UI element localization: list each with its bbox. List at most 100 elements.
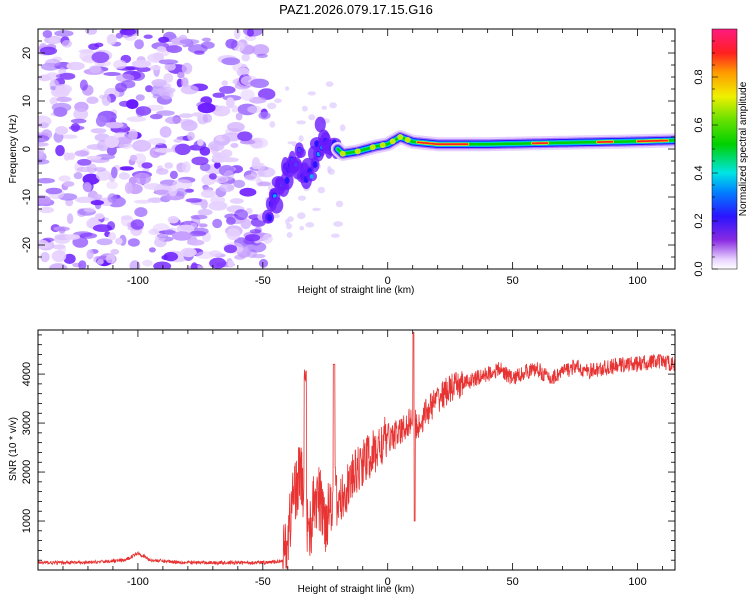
snr-x-label: Height of straight line (km): [298, 584, 415, 595]
noise-blob: [55, 73, 75, 79]
noise-blob: [298, 135, 304, 142]
noise-blob: [156, 233, 169, 239]
noise-blob: [234, 209, 249, 221]
noise-blob: [50, 86, 57, 91]
noise-blob: [325, 81, 334, 87]
noise-blob: [79, 79, 88, 91]
noise-blob: [135, 94, 145, 101]
noise-blob: [119, 100, 132, 107]
noise-blob: [86, 144, 105, 150]
snr-x-tick-label: -100: [127, 576, 149, 588]
noise-blob: [234, 254, 246, 260]
noise-blob: [38, 206, 55, 214]
snr-y-tick-label: 2000: [21, 460, 33, 484]
noise-blob: [73, 172, 83, 180]
noise-blob: [158, 59, 179, 65]
noise-blob: [190, 262, 198, 269]
noise-blob: [38, 142, 49, 147]
noise-blob: [115, 32, 123, 39]
noise-blob: [86, 249, 94, 260]
noise-blob: [285, 218, 290, 225]
spectrogram-y-tick-label: 0: [21, 146, 33, 152]
snr-x-tick-label: 0: [385, 576, 391, 588]
snr-x-tick-label: 100: [628, 576, 646, 588]
noise-blob: [55, 126, 69, 135]
colorbar-tick-label: 0.2: [693, 213, 705, 228]
noise-blob: [172, 179, 193, 190]
noise-blob: [208, 140, 225, 152]
noise-blob: [221, 57, 241, 66]
noise-blob: [154, 147, 174, 153]
colorbar-label: Normalized spectral amplitude: [738, 81, 749, 216]
snr-series-line: [38, 331, 675, 569]
noise-blob: [115, 237, 123, 245]
noise-blob: [49, 263, 68, 269]
noise-blob: [174, 143, 191, 155]
noise-blob: [244, 174, 261, 182]
colorbar-tick-label: 0.0: [693, 261, 705, 276]
noise-blob: [221, 132, 242, 142]
ridge-knot: [369, 144, 376, 151]
noise-blob: [53, 106, 68, 117]
noise-blob: [128, 128, 138, 141]
noise-blob: [56, 96, 72, 103]
noise-blob: [209, 257, 227, 269]
noise-blob: [103, 72, 121, 76]
noise-blob: [63, 181, 75, 187]
noise-blob: [331, 233, 340, 238]
noise-blob: [146, 104, 164, 111]
noise-blob: [244, 234, 261, 242]
snr-y-tick-label: 1000: [21, 509, 33, 533]
noise-blob: [302, 105, 308, 112]
noise-blob: [234, 29, 241, 40]
noise-blob: [241, 53, 250, 62]
spectrogram-noise-blobs: [38, 29, 346, 269]
noise-blob: [285, 86, 290, 91]
spectrogram-x-tick-label: 50: [507, 275, 519, 287]
noise-blob: [159, 126, 172, 138]
noise-blob: [45, 187, 63, 195]
noise-blob: [129, 154, 138, 162]
noise-blob: [257, 181, 272, 187]
noise-blob: [233, 179, 246, 188]
snr-y-tick-label: 3000: [21, 411, 33, 435]
noise-blob: [229, 198, 244, 204]
noise-blob: [76, 166, 94, 172]
spectrogram-x-ticks: -100 -50 0 50 100: [37, 29, 663, 287]
noise-blob: [179, 39, 200, 45]
noise-blob: [73, 108, 89, 120]
spectrogram-y-tick-label: 10: [21, 95, 33, 107]
snr-y-label: SNR (10 * v/v): [8, 417, 19, 481]
snr-y-tick-label: 4000: [21, 362, 33, 386]
snr-panel: -100 -50 0 50 100 1000 2000 3000 4000 Height of…: [8, 329, 676, 595]
noise-blob: [252, 253, 266, 259]
noise-blob: [106, 34, 117, 45]
noise-blob: [48, 36, 60, 44]
noise-blob: [70, 123, 80, 132]
noise-blob: [299, 225, 305, 231]
ridge-blob-mid: [312, 160, 318, 168]
noise-blob: [173, 138, 182, 143]
noise-blob: [38, 122, 49, 129]
noise-blob: [143, 34, 153, 39]
noise-blob: [333, 221, 344, 227]
snr-x-ticks: -100 -50 0 50 100: [37, 330, 663, 588]
noise-blob: [235, 112, 243, 121]
snr-x-tick-label: -50: [255, 576, 271, 588]
noise-blob: [132, 172, 152, 185]
noise-blob: [335, 200, 344, 208]
noise-blob: [90, 200, 105, 206]
noise-blob: [212, 92, 225, 98]
noise-blob: [200, 189, 216, 198]
spectrogram-x-tick-label: 100: [628, 275, 646, 287]
noise-blob: [148, 247, 156, 253]
noise-blob: [78, 260, 87, 269]
snr-x-tick-label: 50: [507, 576, 519, 588]
noise-blob: [40, 251, 50, 263]
noise-blob: [135, 106, 152, 116]
noise-blob: [297, 195, 307, 201]
noise-blob: [164, 62, 176, 71]
noise-blob: [251, 161, 262, 170]
noise-blob: [181, 77, 189, 88]
